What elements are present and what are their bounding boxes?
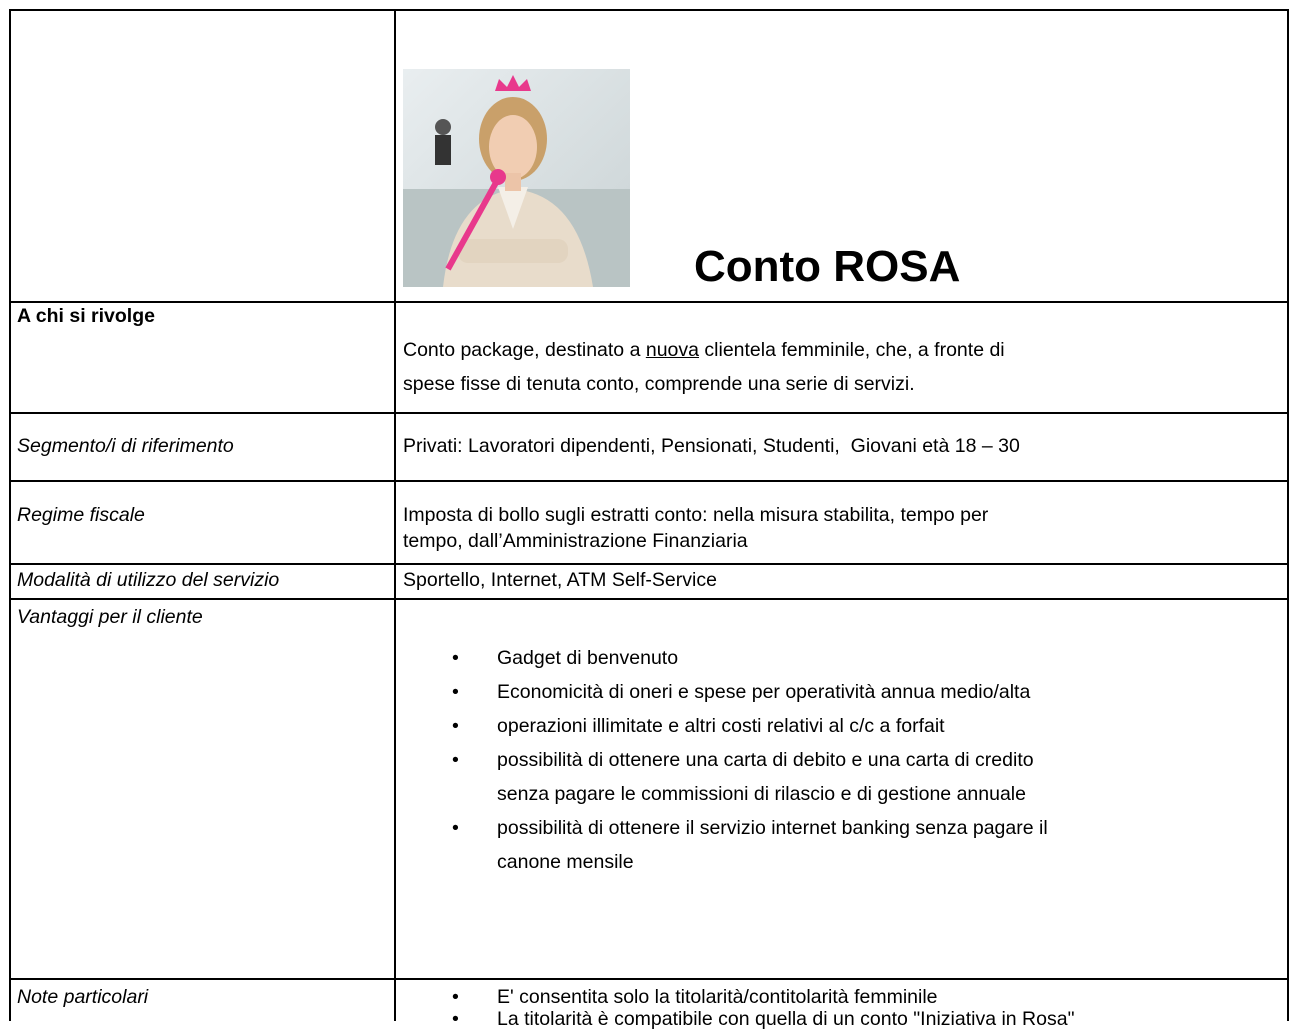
row-border xyxy=(9,480,1289,482)
bullet: • xyxy=(452,715,459,737)
bullet: • xyxy=(452,817,459,839)
text-run: Imposta di bollo sugli estratti conto: n… xyxy=(403,504,989,526)
row-label: Segmento/i di riferimento xyxy=(17,435,234,457)
list-item-line: senza pagare le commissioni di rilascio … xyxy=(497,783,1026,805)
text-run: spese fisse di tenuta conto, comprende u… xyxy=(403,373,915,395)
column-border xyxy=(9,9,11,1021)
text-run: clientela femminile, che, a fronte di xyxy=(698,339,1005,361)
bullet: • xyxy=(452,681,459,703)
row-label: Regime fiscale xyxy=(17,504,145,526)
bullet: • xyxy=(452,986,459,1008)
row-border xyxy=(9,412,1289,414)
product-photo xyxy=(403,69,630,287)
list-item-line: Economicità di oneri e spese per operati… xyxy=(497,681,1031,703)
column-border xyxy=(394,9,396,1021)
content-line: Sportello, Internet, ATM Self-Service xyxy=(403,569,717,591)
text-run: Privati: Lavoratori dipendenti, Pensiona… xyxy=(403,435,1020,457)
row-border xyxy=(9,598,1289,600)
text-run: Sportello, Internet, ATM Self-Service xyxy=(403,569,717,591)
list-item-line: operazioni illimitate e altri costi rela… xyxy=(497,715,945,737)
list-item-line: E' consentita solo la titolarità/contito… xyxy=(497,986,938,1008)
content-line: Privati: Lavoratori dipendenti, Pensiona… xyxy=(403,435,1020,457)
title: Conto ROSA xyxy=(694,242,961,291)
row-label: A chi si rivolge xyxy=(17,305,155,327)
row-border xyxy=(9,563,1289,565)
text-run: nuova xyxy=(645,339,699,361)
column-border xyxy=(1287,9,1289,1021)
row-label: Vantaggi per il cliente xyxy=(17,606,203,628)
bullet: • xyxy=(452,647,459,669)
text-run: tempo, dall’Amministrazione Finanziaria xyxy=(403,530,748,552)
content-line: Imposta di bollo sugli estratti conto: n… xyxy=(403,504,988,526)
list-item-line: possibilità di ottenere il servizio inte… xyxy=(497,817,1048,839)
list-item-line: canone mensile xyxy=(497,851,634,873)
bullet: • xyxy=(452,749,459,771)
row-border xyxy=(9,9,1289,11)
row-border xyxy=(9,978,1289,980)
list-item-line: Gadget di benvenuto xyxy=(497,647,679,669)
list-item-line: La titolarità è compatibile con quella d… xyxy=(497,1008,1075,1030)
bullet: • xyxy=(452,1008,459,1030)
content-line: tempo, dall’Amministrazione Finanziaria xyxy=(403,530,748,552)
content-line: spese fisse di tenuta conto, comprende u… xyxy=(403,373,915,395)
row-label: Note particolari xyxy=(17,986,149,1008)
row-border xyxy=(9,301,1289,303)
row-label: Modalità di utilizzo del servizio xyxy=(17,569,280,591)
list-item-line: possibilità di ottenere una carta di deb… xyxy=(497,749,1034,771)
text-run: Conto package, destinato a xyxy=(403,339,646,361)
content-line: Conto package, destinato a nuova cliente… xyxy=(403,339,1005,361)
